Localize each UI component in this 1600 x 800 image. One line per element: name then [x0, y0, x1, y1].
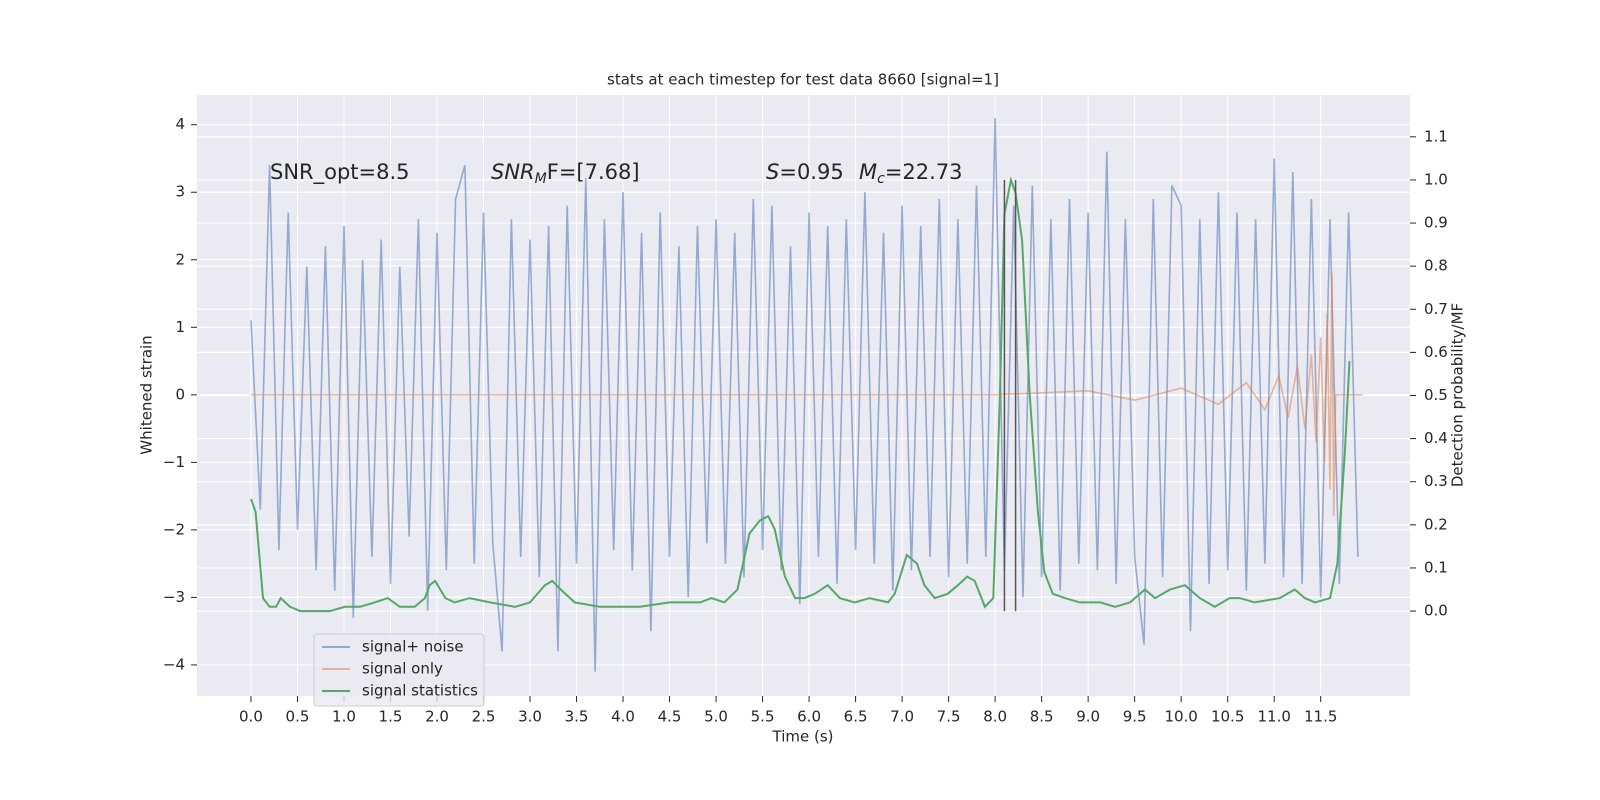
y2-axis-label: Detection probability/MF [1449, 303, 1467, 487]
legend-label: signal+ noise [362, 638, 464, 656]
legend-box [313, 633, 485, 707]
x-tick-label: 4.5 [658, 708, 682, 726]
y-tick-label: 2 [175, 250, 185, 268]
y2-tick-label: 0.5 [1424, 386, 1448, 404]
annotation-part: c [877, 171, 885, 187]
y2-tick-label: 0.8 [1424, 257, 1448, 275]
marks [250, 117, 1363, 672]
x-tick-label: 2.0 [425, 708, 449, 726]
y2-tick-label: 0.2 [1424, 515, 1448, 533]
y2-tick-label: 0.0 [1424, 602, 1448, 620]
annotation-part: F=[7.68] [547, 160, 640, 184]
annotation: Mc=22.73 [859, 160, 963, 187]
annotation-part: SNR [491, 160, 535, 184]
x-axis-label: Time (s) [772, 728, 834, 746]
y2-tick-label: 0.4 [1424, 429, 1448, 447]
annotation-part: M [859, 160, 877, 184]
y2-tick-label: 0.6 [1424, 343, 1448, 361]
labels: 0.0 0.5 1.0 1.5 2.0 2.5 3.0 3.5 4.0 4.5 5.0 5.5 6.0 6… [163, 115, 1448, 725]
y-axis-label: Whitened strain [138, 335, 156, 454]
x-tick-label: 6.5 [844, 708, 868, 726]
chart-title: stats at each timestep for test data 866… [607, 71, 999, 89]
legend-label: signal only [362, 660, 443, 678]
legend: signal+ noise signal only signal statistic… [313, 633, 485, 707]
x-tick-label: 3.0 [518, 708, 542, 726]
y-tick-label: −3 [163, 588, 185, 606]
annotation-part: S [766, 160, 779, 184]
x-tick-label: 4.0 [611, 708, 635, 726]
annotation-part: SNR_opt=8.5 [270, 160, 410, 185]
x-tick-label: 7.5 [937, 708, 961, 726]
y-tick-label: 1 [175, 318, 185, 336]
y2-tick-label: 1.0 [1424, 170, 1448, 188]
x-tick-label: 1.0 [332, 708, 356, 726]
x-tick-label: 9.5 [1123, 708, 1147, 726]
x-tick-label: 3.5 [565, 708, 589, 726]
annotation-part: =22.73 [885, 160, 963, 184]
x-tick-label: 5.0 [704, 708, 728, 726]
y-tick-label: −4 [163, 655, 185, 673]
y-tick-label: −2 [163, 520, 185, 538]
y-tick-label: 0 [175, 385, 185, 403]
annotation: S=0.95 [766, 160, 844, 184]
annotation-part: =0.95 [779, 160, 843, 184]
y2-tick-label: 0.9 [1424, 214, 1448, 232]
x-tick-label: 10.5 [1211, 708, 1244, 726]
series-line [250, 117, 1359, 672]
x-tick-label: 7.0 [890, 708, 914, 726]
series-line [251, 273, 1363, 517]
x-tick-label: 11.0 [1257, 708, 1290, 726]
x-tick-label: 10.0 [1164, 708, 1197, 726]
x-tick-label: 1.5 [379, 708, 403, 726]
y2-tick-label: 1.1 [1424, 127, 1448, 145]
y-tick-label: −1 [163, 453, 185, 471]
x-tick-label: 0.0 [239, 708, 263, 726]
x-tick-label: 8.0 [983, 708, 1007, 726]
legend-label: signal statistics [362, 682, 478, 700]
x-tick-label: 5.5 [751, 708, 775, 726]
x-tick-label: 8.5 [1030, 708, 1054, 726]
x-tick-label: 0.5 [286, 708, 310, 726]
y2-tick-label: 0.1 [1424, 558, 1448, 576]
x-tick-label: 6.0 [797, 708, 821, 726]
series-line [250, 176, 1351, 613]
x-tick-label: 2.5 [472, 708, 496, 726]
annotation: SNRMF=[7.68] [491, 160, 640, 187]
x-tick-label: 9.0 [1076, 708, 1100, 726]
x-tick-label: 11.5 [1304, 708, 1337, 726]
annotation-part: M [535, 171, 547, 187]
y-tick-label: 3 [175, 183, 185, 201]
annotation: SNR_opt=8.5 [270, 160, 410, 185]
y-tick-label: 4 [175, 115, 185, 133]
y2-tick-label: 0.3 [1424, 472, 1448, 490]
y2-tick-label: 0.7 [1424, 300, 1448, 318]
